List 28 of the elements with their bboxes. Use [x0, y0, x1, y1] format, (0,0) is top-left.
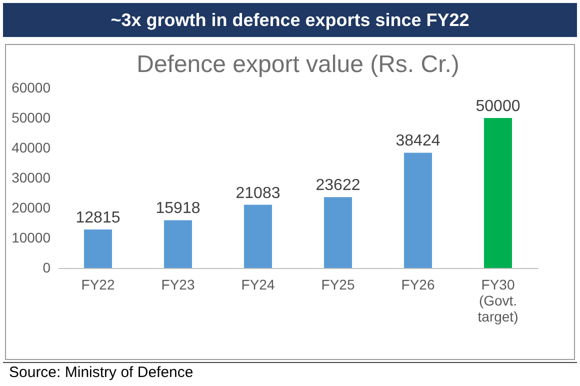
- chart-subtitle: Defence export value (Rs. Cr.): [136, 51, 460, 78]
- data-label: 12815: [76, 210, 120, 227]
- source-note: Source: Ministry of Defence: [3, 362, 577, 382]
- bar: [244, 204, 272, 268]
- bar: [164, 220, 192, 268]
- y-tick-label: 0: [42, 260, 51, 276]
- data-label: 15918: [156, 200, 200, 218]
- data-label: 38424: [396, 132, 440, 150]
- bar: [324, 197, 352, 268]
- bar: [484, 118, 512, 268]
- y-tick-label: 40000: [12, 140, 51, 156]
- bar: [404, 152, 432, 268]
- data-label: 50000: [476, 98, 520, 115]
- data-label: 21083: [236, 184, 280, 202]
- y-tick-label: 20000: [12, 200, 51, 216]
- x-tick-label: FY22: [81, 276, 115, 292]
- y-tick-label: 30000: [12, 170, 51, 186]
- x-tick-label: FY25: [321, 276, 355, 292]
- x-tick-label: FY23: [161, 276, 195, 292]
- data-label: 23622: [316, 177, 360, 194]
- y-tick-label: 50000: [12, 110, 51, 126]
- bar: [84, 230, 112, 268]
- x-tick-label: FY24: [241, 276, 275, 292]
- y-tick-label: 60000: [12, 80, 51, 96]
- x-tick-label: FY26: [401, 276, 435, 292]
- x-tick-label: FY30 (Govt. target): [478, 276, 518, 324]
- y-tick-label: 10000: [12, 230, 51, 246]
- chart-title: ~3x growth in defence exports since FY22: [3, 3, 577, 37]
